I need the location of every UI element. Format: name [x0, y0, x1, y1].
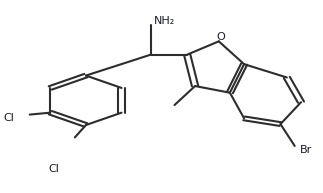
Text: Br: Br — [299, 145, 312, 155]
Text: NH₂: NH₂ — [154, 16, 175, 26]
Text: Cl: Cl — [49, 164, 60, 174]
Text: Cl: Cl — [3, 113, 14, 123]
Text: O: O — [216, 32, 225, 41]
